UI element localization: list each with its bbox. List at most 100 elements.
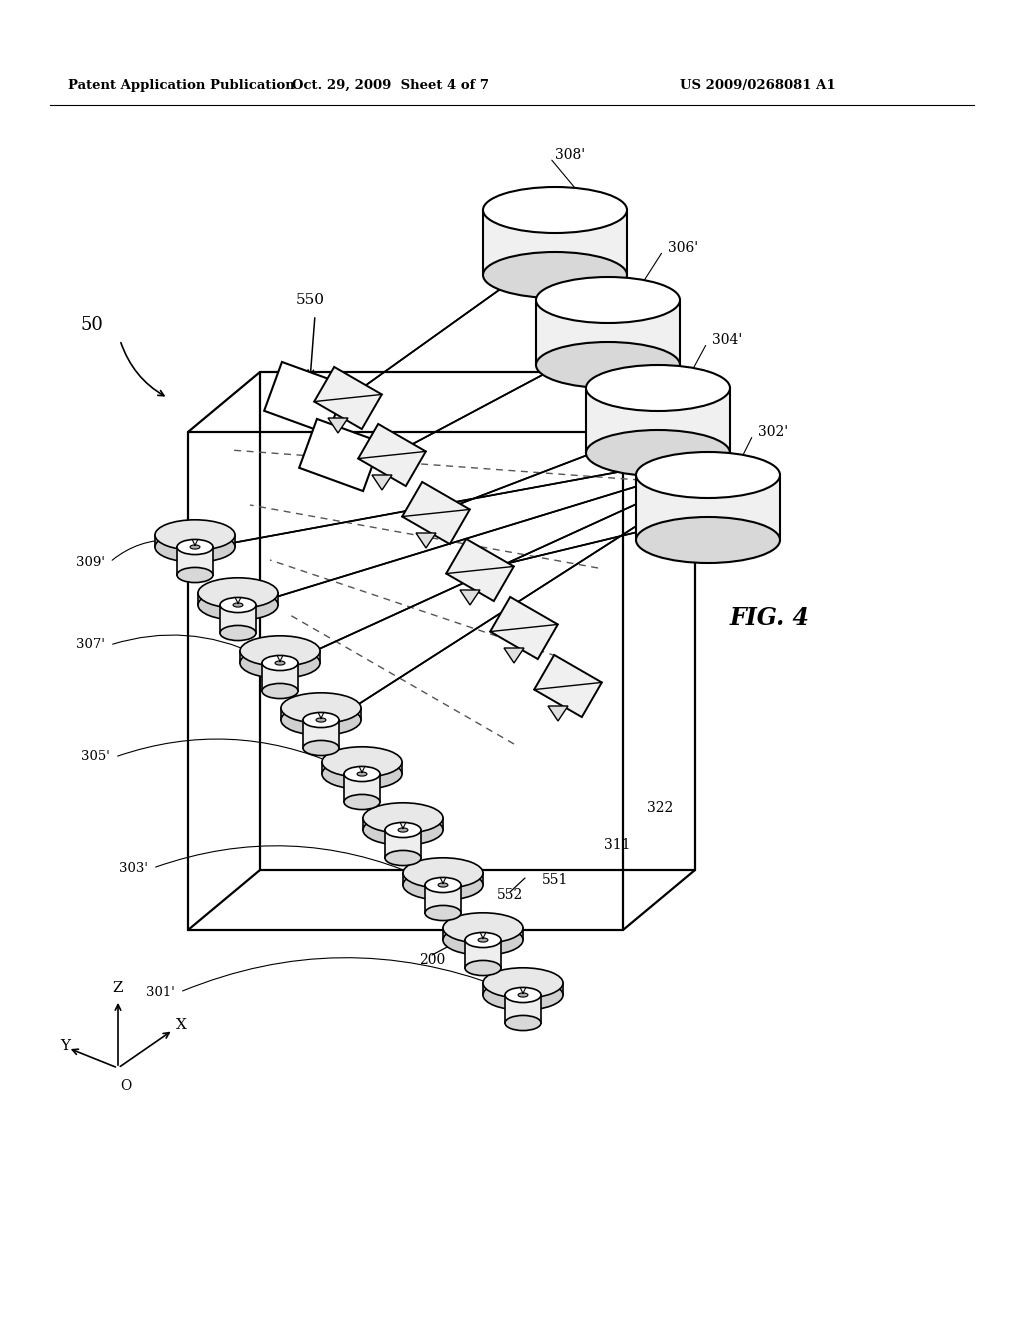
Text: 304': 304' [712,333,742,347]
Text: 200: 200 [419,953,445,968]
Text: 50: 50 [81,315,103,334]
Ellipse shape [155,532,234,562]
Ellipse shape [322,747,402,777]
Ellipse shape [398,828,408,832]
Polygon shape [504,648,524,663]
Polygon shape [299,418,381,491]
Ellipse shape [198,590,278,620]
Polygon shape [264,362,346,434]
Ellipse shape [636,451,780,498]
Ellipse shape [155,520,234,550]
Ellipse shape [344,795,380,809]
Polygon shape [446,539,514,601]
Text: US 2009/0268081 A1: US 2009/0268081 A1 [680,78,836,91]
Ellipse shape [385,822,421,838]
Text: 308': 308' [555,148,585,162]
Ellipse shape [483,187,627,234]
Polygon shape [328,418,348,433]
Ellipse shape [281,693,361,723]
Text: 303': 303' [119,862,148,874]
Ellipse shape [362,803,443,833]
Polygon shape [535,655,602,717]
Text: 551: 551 [542,873,568,887]
Polygon shape [465,940,501,968]
Polygon shape [483,210,627,275]
Polygon shape [303,719,339,748]
Ellipse shape [303,713,339,727]
Text: FIG. 4: FIG. 4 [730,606,810,630]
Polygon shape [443,928,523,940]
Text: Y: Y [60,1039,70,1053]
Polygon shape [403,873,483,884]
Ellipse shape [262,656,298,671]
Ellipse shape [220,598,256,612]
Ellipse shape [240,636,319,667]
Polygon shape [220,605,256,634]
Polygon shape [198,593,278,605]
Ellipse shape [443,913,523,944]
Text: 305': 305' [81,751,110,763]
Ellipse shape [177,540,213,554]
Polygon shape [460,590,480,605]
Polygon shape [385,830,421,858]
Ellipse shape [322,759,402,789]
Ellipse shape [275,661,285,665]
Ellipse shape [586,366,730,411]
Ellipse shape [483,252,627,298]
Ellipse shape [483,979,563,1010]
Polygon shape [281,708,361,719]
Polygon shape [483,983,563,995]
Polygon shape [314,367,382,429]
Text: O: O [121,1078,132,1093]
Text: 550: 550 [296,293,325,308]
Ellipse shape [362,814,443,845]
Polygon shape [372,475,392,490]
Polygon shape [362,818,443,830]
Ellipse shape [536,277,680,323]
Ellipse shape [190,545,200,549]
Ellipse shape [385,850,421,866]
Polygon shape [262,663,298,690]
Ellipse shape [281,705,361,735]
Polygon shape [636,475,780,540]
Text: 311: 311 [604,838,630,851]
Ellipse shape [220,626,256,640]
Text: 322: 322 [647,801,673,814]
Ellipse shape [403,870,483,900]
Ellipse shape [438,883,447,887]
Ellipse shape [505,987,541,1003]
Ellipse shape [425,878,461,892]
Ellipse shape [536,342,680,388]
Polygon shape [322,762,402,774]
Ellipse shape [505,1015,541,1031]
Polygon shape [240,651,319,663]
Ellipse shape [465,961,501,975]
Text: 302': 302' [758,425,788,440]
Polygon shape [490,597,558,659]
Text: Oct. 29, 2009  Sheet 4 of 7: Oct. 29, 2009 Sheet 4 of 7 [292,78,488,91]
Text: 301': 301' [146,986,175,998]
Polygon shape [536,300,680,366]
Ellipse shape [403,858,483,888]
Ellipse shape [262,684,298,698]
Polygon shape [505,995,541,1023]
Polygon shape [416,533,436,548]
Polygon shape [402,482,470,544]
Polygon shape [155,535,234,546]
Ellipse shape [303,741,339,755]
Ellipse shape [636,517,780,564]
Ellipse shape [357,772,367,776]
Polygon shape [586,388,730,453]
Text: X: X [175,1018,186,1032]
Ellipse shape [198,578,278,609]
Ellipse shape [518,993,528,997]
Polygon shape [358,424,426,486]
Ellipse shape [177,568,213,582]
Polygon shape [425,884,461,913]
Text: 307': 307' [76,639,105,652]
Ellipse shape [425,906,461,920]
Polygon shape [177,546,213,576]
Ellipse shape [344,767,380,781]
Polygon shape [344,774,380,803]
Text: 306': 306' [668,242,698,255]
